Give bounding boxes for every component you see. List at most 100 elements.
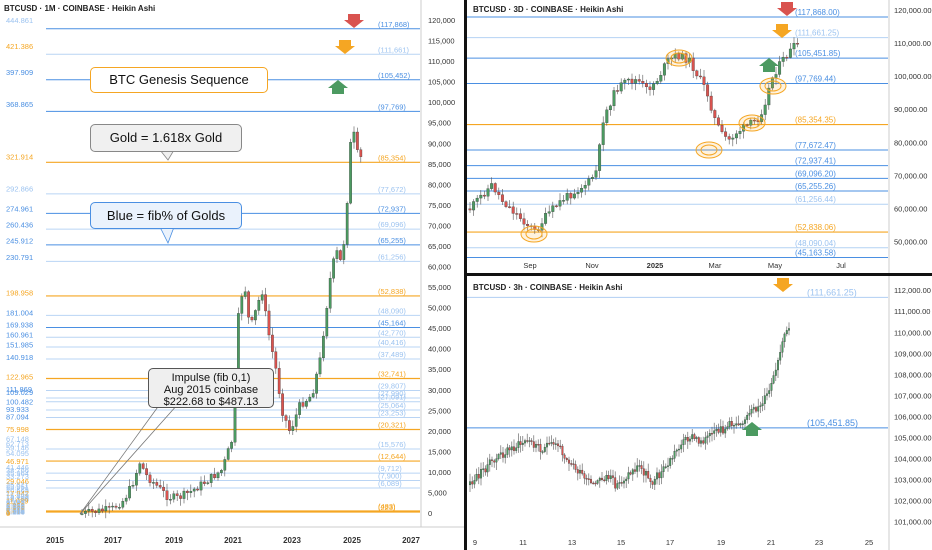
price-tick-label: 30,000 [428, 386, 451, 395]
highlight-circle-inner [700, 144, 718, 156]
candle-body [547, 211, 551, 214]
candle-body [87, 509, 91, 512]
monthly-chart[interactable]: 444.861 421.386 397.909 368.865 321.914 292.8… [0, 0, 464, 550]
fib-level-label: (111,661) [378, 45, 409, 54]
candle-body [511, 206, 515, 214]
candle-body [636, 465, 639, 472]
candle-body [570, 463, 573, 465]
candle-body [182, 490, 186, 499]
price-tick-label: 40,000 [428, 345, 451, 354]
candle-body [515, 447, 518, 451]
3d-chart-panel[interactable]: (117,868.00) (111,661.25) (105,451.85) (97,… [467, 0, 932, 273]
candle-body [94, 511, 97, 513]
fib-left-label: 46.971 [6, 457, 29, 466]
price-tick-label: 70,000 [428, 221, 451, 230]
fib-left-label: 3.242 [6, 505, 25, 514]
candle-body [601, 477, 603, 481]
price-tick-label: 85,000 [428, 160, 451, 169]
candle-body [298, 402, 301, 415]
fib-left-label: 67.148 [6, 435, 29, 444]
candle-body [684, 437, 687, 440]
candle-body [544, 213, 548, 224]
candle-body [568, 459, 570, 464]
candle-body [722, 426, 724, 434]
3d-chart[interactable]: (117,868.00) (111,661.25) (105,451.85) (97,… [467, 0, 932, 273]
fib-level-label: (97,769.44) [795, 75, 836, 84]
highlight-circle-inner [764, 80, 782, 92]
candle-body [788, 48, 792, 58]
candle-body [645, 471, 647, 476]
candle-body [724, 428, 727, 434]
candle-body [495, 458, 498, 463]
candle-body [172, 493, 176, 500]
candle-body [752, 119, 756, 122]
candle-body [640, 465, 643, 469]
fib-left-label: 111.869 [6, 385, 32, 394]
price-tick-label: 110,000.00 [894, 328, 931, 337]
fib-level-label: (42,770) [378, 328, 406, 337]
price-tick-label: 112,000.00 [894, 286, 931, 295]
price-tick-label: 70,000.00 [894, 171, 927, 180]
candle-body [745, 124, 749, 126]
fib-level-label: (111,661.25) [795, 29, 840, 38]
blue-callout: Blue = fib% of Golds [90, 202, 242, 229]
candle-body [264, 294, 267, 312]
candle-body [763, 104, 767, 115]
candle-body [623, 79, 627, 83]
candle-body [356, 131, 359, 150]
candle-body [612, 475, 614, 478]
candle-body [659, 75, 663, 82]
candle-body [691, 57, 695, 71]
fib-level-label: (77,672.47) [795, 141, 836, 150]
3h-chart-title: BTCUSD · 3h · COINBASE · Heikin Ashi [473, 283, 623, 292]
candle-body [673, 451, 676, 459]
fib-level-label: (105,451.85) [807, 418, 858, 428]
price-tick-label: 80,000.00 [894, 138, 927, 147]
3h-chart[interactable]: (111,661.25) (105,451.85) 101,000.00 102,00… [467, 276, 932, 550]
fib-left-label: 444.861 [6, 16, 33, 25]
candle-body [706, 84, 710, 97]
candle-body [281, 393, 284, 416]
candle-body [535, 444, 537, 448]
red-down-arrow [344, 14, 364, 28]
candle-body [585, 478, 588, 480]
candle-body [653, 478, 656, 485]
candle-body [761, 403, 764, 406]
fib-left-label: 292.866 [6, 184, 33, 193]
fib-left-label: 368.865 [6, 100, 33, 109]
fib-level-label: (65,255) [378, 236, 406, 245]
time-tick-label: Nov [585, 261, 599, 270]
candle-body [345, 203, 349, 245]
price-tick-label: 100,000.00 [894, 72, 932, 81]
candle-body [590, 177, 594, 179]
fib-level-label: (69,096.20) [795, 169, 836, 178]
candle-body [748, 412, 751, 416]
candle-body [472, 201, 476, 211]
candle-body [558, 200, 562, 207]
candle-body [539, 444, 542, 452]
candle-body [619, 82, 623, 92]
horizontal-divider[interactable] [467, 273, 932, 276]
fib-level-label: (25,064) [378, 401, 406, 410]
time-tick-label: 2023 [283, 536, 301, 545]
candle-body [662, 466, 665, 472]
candle-body [522, 218, 526, 225]
candle-body [717, 428, 720, 433]
vertical-divider[interactable] [464, 0, 467, 550]
candle-body [576, 191, 580, 195]
monthly-chart-panel[interactable]: 444.861 421.386 397.909 368.865 321.914 292.8… [0, 0, 464, 550]
3h-chart-panel[interactable]: (111,661.25) (105,451.85) 101,000.00 102,00… [467, 276, 932, 550]
candle-body [499, 452, 502, 455]
candle-body [271, 334, 274, 352]
candle-body [719, 426, 722, 433]
candle-body [328, 278, 332, 309]
fib-left-label: 6.047 [6, 502, 25, 511]
candle-body [308, 396, 312, 402]
candle-body [277, 368, 281, 394]
candle-body [468, 208, 472, 211]
candle-body [677, 53, 681, 60]
candle-body [779, 352, 782, 361]
candle-body [781, 341, 784, 353]
candle-body [526, 224, 530, 226]
candle-body [515, 213, 519, 215]
